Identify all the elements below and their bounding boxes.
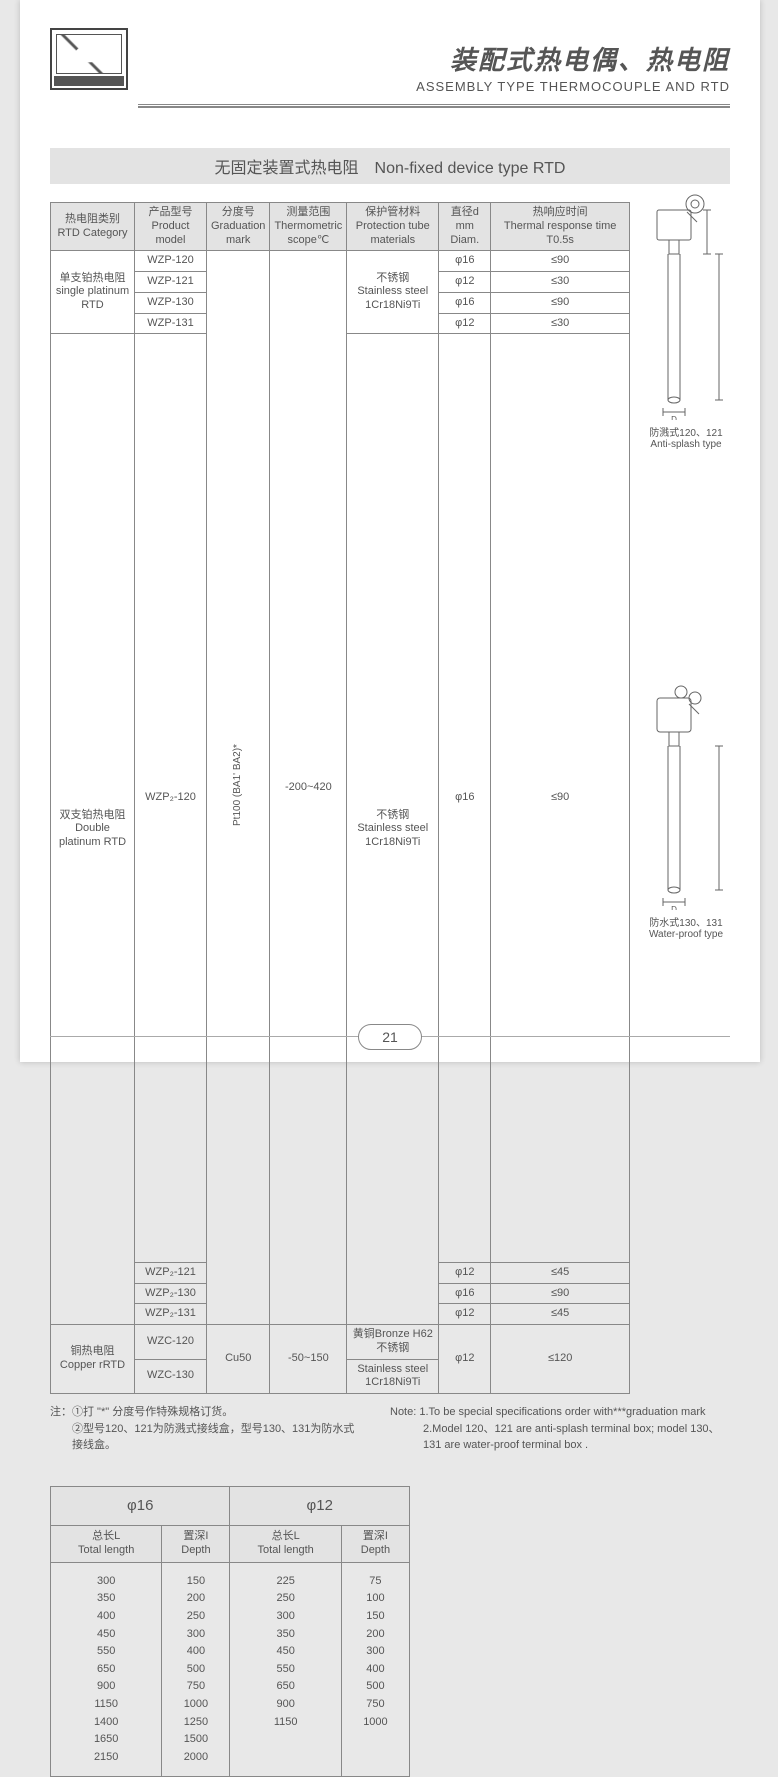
c12-len-list: 2252503003504505506509001150 [274,1573,298,1731]
water-proof-diagram: D 防水式130、131 Water-proof type [636,680,736,940]
note-right-1: Note: 1.To be special specifications ord… [390,1404,730,1421]
anti-splash-diagram: D 防溅式120、121 Anti-splash type [636,190,736,450]
logo [50,28,128,90]
c16-dep-list: 1502002503004005007501000125015002000 [184,1573,208,1767]
note-left-1: 注：①打 "*" 分度号作特殊规格订货。 [50,1404,363,1421]
length-depth-table: φ16 φ12 总长LTotal length 置深IDepth 总长LTota… [50,1486,410,1777]
svg-text:D: D [671,905,677,910]
svg-text:D: D [671,415,677,420]
rtd-spec-table: 热电阻类别RTD Category 产品型号Product model 分度号G… [50,202,630,1394]
diagram1-label-en: Anti-splash type [636,439,736,450]
page-number: 21 [358,1024,422,1050]
diagram1-label-cn: 防溅式120、121 [636,424,736,439]
diagram2-label-cn: 防水式130、131 [636,914,736,929]
c12-dep-list: 751001502003004005007501000 [363,1573,387,1731]
notes: 注：①打 "*" 分度号作特殊规格订货。 ②型号120、121为防溅式接线盒，型… [50,1404,730,1454]
header-title-en: ASSEMBLY TYPE THERMOCOUPLE AND RTD [416,79,730,94]
c16-len-list: 3003504004505506509001150140016502150 [94,1573,118,1767]
header: 装配式热电偶、热电阻 ASSEMBLY TYPE THERMOCOUPLE AN… [50,28,730,108]
note-left-2: ②型号120、121为防溅式接线盒，型号130、131为防水式接线盒。 [50,1421,363,1454]
section-title: 无固定装置式热电阻 Non-fixed device type RTD [50,148,730,184]
diagram2-label-en: Water-proof type [636,929,736,940]
header-title-cn: 装配式热电偶、热电阻 [416,40,730,77]
note-right-2: 2.Model 120、121 are anti-splash terminal… [390,1421,730,1454]
